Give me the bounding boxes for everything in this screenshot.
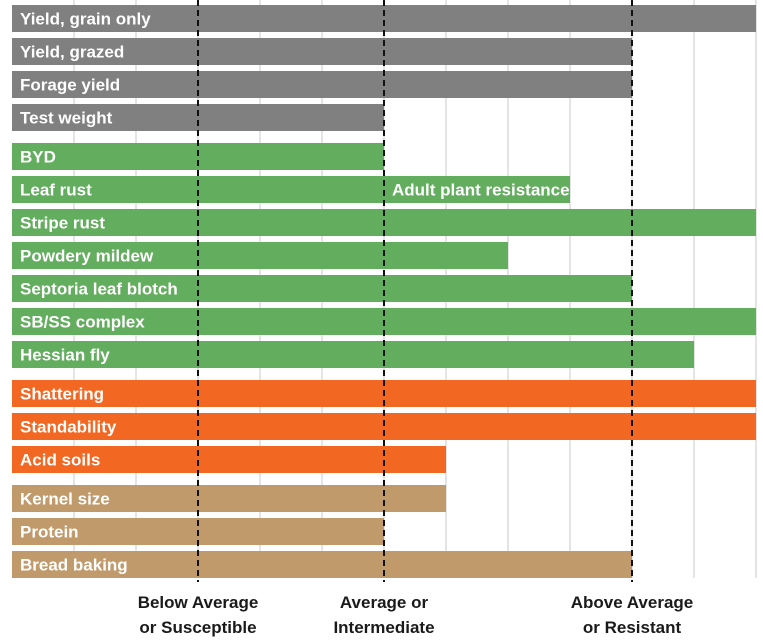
axis-category-label-line1: Below Average [138,593,259,612]
bar-labels: Yield, grain only Yield, grazed Forage yie… [20,10,570,575]
bar-yield-grazed [12,38,632,65]
axis-category-label-line1: Above Average [571,593,694,612]
bar-acid-soils [12,446,446,473]
bar-yield-grain-only [12,5,756,32]
bar-label-kernel-size: Kernel size [20,490,110,509]
bar-septoria-leaf-blotch [12,275,632,302]
bar-label-forage-yield: Forage yield [20,76,120,95]
bar-label-hessian-fly: Hessian fly [20,346,110,365]
axis-category-label-line2: or Resistant [583,618,682,637]
bar-bread-baking [12,551,632,578]
bar-hessian-fly [12,341,694,368]
bar-test-weight [12,104,384,131]
bar-label-septoria-leaf-blotch: Septoria leaf blotch [20,280,178,299]
axis-category-label-line1: Average or [340,593,429,612]
bar-label-powdery-mildew: Powdery mildew [20,247,154,266]
bar-label-test-weight: Test weight [20,109,113,128]
bar-label-stripe-rust: Stripe rust [20,214,105,233]
bar-label-standability: Standability [20,418,117,437]
bar-label-sb-ss-complex: SB/SS complex [20,313,145,332]
axis-category-labels: Below Average or Susceptible Average or Int… [138,593,694,637]
axis-category-label-line2: or Susceptible [139,618,256,637]
reference-lines [197,0,633,582]
bar-label-leaf-rust: Leaf rust [20,181,92,200]
bar-label-protein: Protein [20,523,79,542]
bar-kernel-size [12,485,446,512]
bar-label-yield-grazed: Yield, grazed [20,43,124,62]
bar-label-acid-soils: Acid soils [20,451,100,470]
bar-annotation: Adult plant resistance [392,181,570,200]
bar-leaf-rust [12,176,570,203]
bar-label-byd: BYD [20,148,56,167]
bar-label-yield-grain-only: Yield, grain only [20,10,151,29]
axis-category-label-line2: Intermediate [333,618,434,637]
bar-label-shattering: Shattering [20,385,104,404]
bar-label-bread-baking: Bread baking [20,556,128,575]
bar-forage-yield [12,71,632,98]
bar-powdery-mildew [12,242,508,269]
